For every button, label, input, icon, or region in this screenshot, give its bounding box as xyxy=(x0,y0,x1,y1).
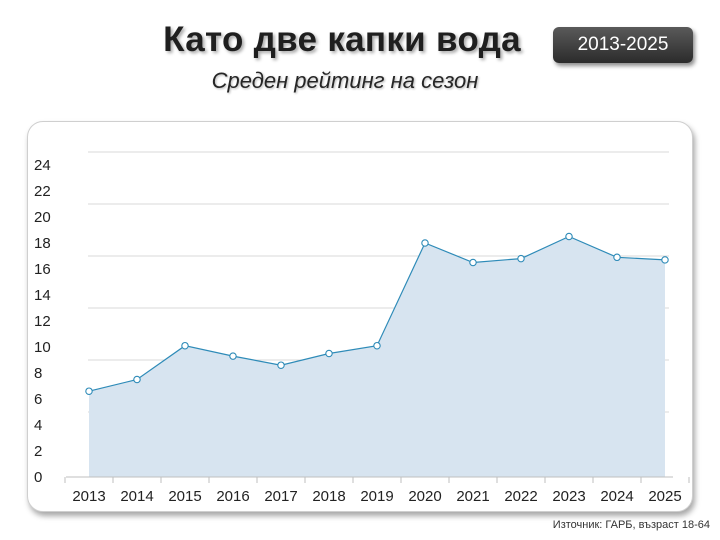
data-point-2018 xyxy=(325,349,333,358)
x-tick-label-2020: 2020 xyxy=(408,488,441,505)
y-tick-label-14: 14 xyxy=(34,287,51,304)
data-point-2019 xyxy=(373,341,381,350)
y-tick-label-12: 12 xyxy=(34,313,51,330)
x-tick-label-2013: 2013 xyxy=(72,488,105,505)
x-tick-label-2021: 2021 xyxy=(456,488,489,505)
x-tick-label-2014: 2014 xyxy=(120,488,153,505)
y-tick-label-6: 6 xyxy=(34,391,42,408)
y-tick-label-0: 0 xyxy=(34,469,42,486)
y-tick-label-10: 10 xyxy=(34,339,51,356)
data-point-2017 xyxy=(277,361,285,369)
y-tick-label-20: 20 xyxy=(34,209,51,226)
x-tick-label-2018: 2018 xyxy=(312,488,345,505)
x-tick-label-2024: 2024 xyxy=(600,488,633,505)
area-chart: 2013 2014 2015 2016 2017 2018 2019 2020 2021 2022… xyxy=(34,151,690,505)
y-tick-label-2: 2 xyxy=(34,443,42,460)
x-tick-label-2015: 2015 xyxy=(168,488,201,505)
y-tick-label-22: 22 xyxy=(34,183,51,200)
x-tick-label-2016: 2016 xyxy=(216,488,249,505)
data-point-2022 xyxy=(517,254,525,263)
data-point-2013 xyxy=(85,387,93,395)
x-tick-label-2019: 2019 xyxy=(360,488,393,505)
data-point-2016 xyxy=(229,352,237,360)
data-point-2025 xyxy=(661,256,669,264)
x-tick-label-2025: 2025 xyxy=(648,488,681,505)
y-tick-label-8: 8 xyxy=(34,365,42,382)
data-point-2014 xyxy=(133,375,141,384)
x-tick-label-2023: 2023 xyxy=(552,488,585,505)
y-tick-label-18: 18 xyxy=(34,235,51,252)
data-point-2024 xyxy=(613,253,621,262)
data-point-2021 xyxy=(469,258,477,267)
x-tick-label-2017: 2017 xyxy=(264,488,297,505)
chart-title: Като две капки вода xyxy=(163,20,521,59)
period-badge: 2013-2025 xyxy=(553,27,693,63)
chart-subtitle: Среден рейтинг на сезон xyxy=(211,68,479,93)
series-area xyxy=(89,236,665,477)
y-tick-label-16: 16 xyxy=(34,261,51,278)
data-point-2023 xyxy=(565,232,573,241)
data-point-2020 xyxy=(421,239,429,247)
chart-panel: 2013 2014 2015 2016 2017 2018 2019 2020 2021 2022… xyxy=(27,121,693,512)
y-tick-label-4: 4 xyxy=(34,417,42,434)
x-tick-label-2022: 2022 xyxy=(504,488,537,505)
data-point-2015 xyxy=(181,341,189,350)
source-note: Източник: ГАРБ, възраст 18-64 xyxy=(552,519,710,531)
y-tick-label-24: 24 xyxy=(34,157,51,174)
